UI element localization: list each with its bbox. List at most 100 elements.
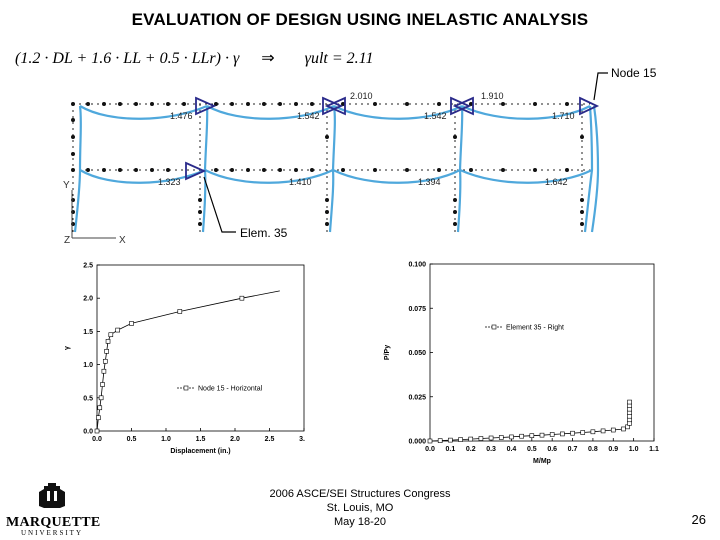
logo-crest-icon — [39, 483, 65, 508]
elem-35-label: Elem. 35 — [240, 226, 288, 240]
data-point — [509, 434, 514, 440]
data-point — [549, 432, 555, 437]
hinge-marker — [450, 96, 472, 116]
hinge-value: 1.410 — [289, 177, 312, 187]
x-tick-label: 0.9 — [608, 446, 618, 453]
data-point — [458, 437, 463, 442]
data-point — [570, 430, 575, 436]
y-tick-label: 0.075 — [408, 306, 426, 313]
data-point — [519, 433, 524, 439]
data-point — [239, 295, 245, 301]
footer: 2006 ASCE/SEI Structures Congress St. Lo… — [200, 487, 520, 529]
data-point — [610, 427, 616, 433]
implies-arrow: ⇒ — [261, 50, 275, 67]
data-point — [590, 429, 596, 435]
hinge-marker — [195, 96, 217, 116]
data-point — [478, 436, 484, 441]
hinge-value: 1.710 — [552, 111, 575, 121]
footer-date: May 18-20 — [334, 516, 386, 528]
data-point — [427, 438, 433, 444]
y-tick-label: 2.0 — [83, 296, 93, 303]
x-tick-label: 0.8 — [588, 446, 598, 453]
data-point — [100, 382, 105, 387]
leader-lines — [203, 72, 608, 233]
data-point — [129, 321, 134, 326]
data-point — [96, 415, 101, 421]
series-line — [96, 290, 280, 432]
hinge-value: 1.323 — [158, 177, 181, 187]
data-point — [105, 339, 111, 344]
logo-wordmark: MARQUETTE — [6, 515, 101, 530]
y-tick-label: 1.0 — [83, 362, 93, 369]
logo-subtitle: UNIVERSITY — [21, 529, 83, 537]
x-tick-label: 3.0 — [299, 436, 305, 443]
data-point — [97, 405, 103, 411]
plastic-hinges — [185, 96, 600, 181]
data-point — [101, 368, 107, 374]
data-point — [468, 436, 474, 442]
x-tick-label: 2.0 — [230, 436, 240, 443]
data-point — [102, 358, 108, 364]
slide-title: EVALUATION OF DESIGN USING INELASTIC ANA… — [131, 10, 589, 29]
hinge-marker — [185, 161, 207, 181]
chart-element35-interaction: 0.0 0.1 0.2 0.3 0.4 0.5 0.6 0.7 0.8 0.9 1.0 1.1 0.00… — [384, 262, 659, 466]
data-point — [580, 430, 586, 435]
equation-right: γult = 2.11 — [304, 50, 374, 67]
plot-frame — [96, 264, 305, 432]
data-point — [177, 309, 183, 314]
x-tick-label: 1.1 — [649, 446, 659, 453]
legend-label: Element 35 - Right — [506, 325, 564, 332]
legend-marker — [491, 324, 497, 330]
hinge-value: 1.642 — [545, 177, 568, 187]
data-point — [560, 431, 565, 437]
y-tick-label: 0.5 — [83, 395, 93, 402]
hinge-value: 1.394 — [418, 177, 441, 187]
data-point — [539, 432, 545, 438]
data-point — [621, 426, 626, 432]
page-number: 26 — [691, 512, 706, 527]
y-axis-label: P/Py — [384, 345, 391, 360]
data-point — [98, 395, 104, 401]
chart-node15-displacement: 0.0 0.5 1.0 1.5 2.0 2.5 3.0 0.0 0.5 1.0 1.5 2.0 2.5 D… — [64, 263, 305, 456]
axis-triad — [71, 190, 116, 239]
data-point — [104, 349, 109, 354]
x-tick-label: 0.0 — [92, 436, 102, 443]
y-tick-label: 0.050 — [408, 350, 426, 357]
x-tick-label: 0.1 — [445, 446, 455, 453]
x-tick-label: 0.7 — [568, 446, 578, 453]
y-tick-label: 0.0 — [83, 429, 93, 436]
hinge-value: 1.476 — [170, 111, 193, 121]
x-axis-label: M/Mp — [533, 458, 551, 465]
y-tick-label: 2.5 — [83, 263, 93, 270]
axis-z-label: Z — [64, 235, 70, 246]
data-point — [108, 332, 114, 338]
load-combination-equation: (1.2 · DL + 1.6 · LL + 0.5 · LLr) · γ ⇒ … — [15, 48, 373, 68]
x-tick-label: 1.0 — [629, 446, 639, 453]
data-point — [600, 428, 606, 434]
x-tick-label: 0.5 — [127, 436, 137, 443]
y-axis-label: γ — [64, 346, 71, 350]
data-point — [115, 327, 121, 333]
data-point — [437, 438, 443, 443]
data-point — [448, 437, 453, 443]
x-tick-label: 0.6 — [547, 446, 557, 453]
hinge-value: 2.010 — [350, 91, 373, 101]
data-point — [529, 433, 535, 438]
legend-marker — [183, 385, 189, 391]
y-tick-label: 0.025 — [408, 394, 426, 401]
x-tick-label: 1.0 — [161, 436, 171, 443]
equation-left: (1.2 · DL + 1.6 · LL + 0.5 · LLr) · γ — [15, 50, 240, 67]
data-point — [94, 428, 100, 434]
data-point — [498, 435, 504, 440]
hinge-marker — [452, 96, 474, 116]
data-point — [627, 399, 632, 405]
node-15-label: Node 15 — [611, 66, 657, 80]
x-tick-label: 0.0 — [425, 446, 435, 453]
y-tick-label: 1.5 — [83, 329, 93, 336]
plot-frame — [429, 263, 655, 442]
y-tick-label: 0.000 — [408, 439, 426, 446]
legend-label: Node 15 - Horizontal — [198, 386, 263, 393]
hinge-value: 1.542 — [297, 111, 320, 121]
axis-x-label: X — [119, 235, 126, 246]
node-dots — [71, 102, 584, 226]
